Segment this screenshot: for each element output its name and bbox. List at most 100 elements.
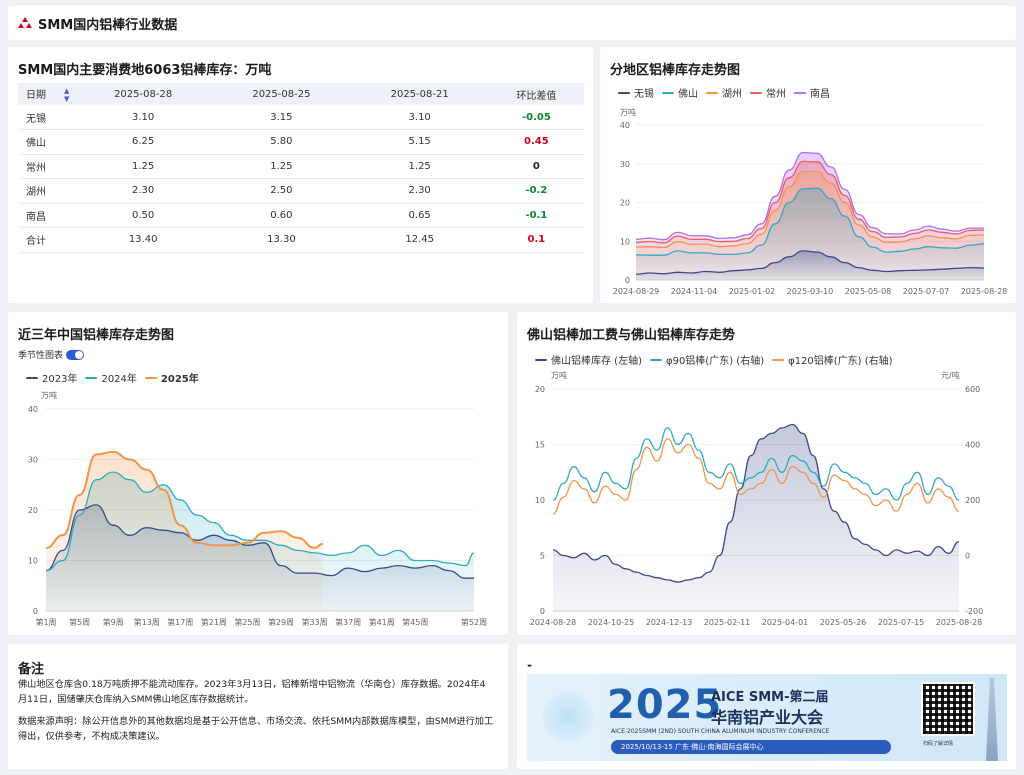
legend-item[interactable]: 2025年: [144, 370, 199, 385]
inventory-table: 日期 ▲ ▼ 2025-08-28 2025-08-25 2025-08-21 环比…: [18, 83, 584, 253]
leaf-decoration-icon: [543, 692, 593, 742]
legend-item[interactable]: 2024年: [85, 370, 137, 385]
ad-banner-card: - 2025 AICE SMM-第二届 华南铝产业大会 AICE-2025SMM…: [517, 644, 1016, 769]
series-area: [553, 424, 959, 611]
column-header: 2025-08-28: [74, 83, 213, 105]
legend-item[interactable]: 佛山铝棒库存 (左轴): [535, 352, 642, 367]
foshan-chart-card: 佛山铝棒加工费与佛山铝棒库存走势 佛山铝棒库存 (左轴) φ90铝棒(广东) (右…: [517, 312, 1016, 635]
table-row: 南昌 0.50 0.60 0.65 -0.1: [18, 203, 584, 228]
legend-label: 2025年: [160, 374, 199, 385]
legend-item[interactable]: 佛山: [662, 85, 698, 100]
legend-label: 2024年: [101, 374, 137, 385]
page-title: SMM国内铝棒行业数据: [38, 17, 178, 33]
table-cell: 0.65: [350, 203, 489, 228]
y-axis-unit: 万吨: [551, 370, 567, 380]
x-tick-label: 2024-12-13: [646, 618, 693, 627]
table-cell: 3.10: [74, 105, 213, 130]
change-cell: 0.45: [488, 129, 584, 155]
y-axis-unit: 万吨: [41, 390, 57, 400]
x-tick-label: 2025-01-02: [729, 287, 776, 296]
column-header[interactable]: 日期 ▲ ▼: [18, 83, 74, 105]
canton-tower-icon: [986, 678, 998, 761]
data-source-paragraph: 数据来源声明：除公开信息外的其他数据均是基于公开信息、市场交流、依托SMM内部数…: [18, 716, 494, 742]
series-line: [552, 438, 960, 515]
legend-item[interactable]: 南昌: [794, 85, 830, 100]
notes-paragraph: 佛山地区仓库含0.18万吨质押不能流动库存。2023年3月13日，铝棒新增中铝物…: [18, 679, 486, 705]
x-tick-label: 2025-08-28: [961, 287, 1008, 296]
legend-label: 佛山: [678, 89, 698, 100]
row-label: 南昌: [18, 203, 74, 228]
y-tick-label: 10: [620, 237, 630, 246]
x-tick-label: 2025-05-26: [820, 618, 867, 627]
change-cell: -0.05: [488, 105, 584, 130]
x-tick-label: 2024-08-28: [530, 618, 577, 627]
y-tick-label: 30: [620, 160, 630, 169]
legend-label: φ90铝棒(广东) (右轴): [665, 356, 765, 367]
x-tick-label: 2025-08-28: [936, 618, 983, 627]
conference-banner[interactable]: 2025 AICE SMM-第二届 华南铝产业大会 AICE-2025SMM (…: [527, 674, 1007, 761]
x-tick-label: 第41周: [369, 617, 395, 627]
x-tick-label: 第25周: [234, 617, 260, 627]
notes-title: 备注: [18, 662, 45, 677]
y-tick-label: 20: [620, 199, 630, 208]
legend-swatch-icon: [794, 91, 806, 94]
y-tick-label: 40: [620, 121, 630, 130]
banner-line4: 2025/10/13-15 广东·佛山·南海国际会展中心: [611, 740, 891, 754]
banner-line2: 华南铝产业大会: [711, 708, 824, 727]
y-tick-label: 0: [540, 607, 545, 616]
column-header: 环比差值: [488, 83, 584, 105]
qr-caption: 扫码了解详情: [923, 741, 954, 747]
legend-label: 2023年: [42, 374, 78, 385]
table-cell: 12.45: [350, 227, 489, 253]
y-axis-unit: 万吨: [620, 107, 636, 117]
y2-axis-unit: 元/吨: [941, 370, 960, 380]
x-tick-label: 第37周: [335, 617, 361, 627]
seasonal-chart: 万吨 0 10 20 30 40 第1周 第5周 第9周 第13周 第17周 第21周 第25周 第29周…: [28, 390, 487, 627]
y-tick-label: 5: [540, 552, 545, 561]
change-cell: 0.1: [488, 227, 584, 253]
chart-title: 佛山铝棒加工费与佛山铝棒库存走势: [527, 328, 736, 343]
change-cell: -0.2: [488, 178, 584, 204]
x-tick-label: 第21周: [201, 617, 227, 627]
legend-item[interactable]: φ90铝棒(广东) (右轴): [649, 352, 765, 367]
legend-label: 常州: [766, 89, 786, 100]
seasonal-toggle[interactable]: [66, 349, 85, 360]
legend-item[interactable]: 常州: [750, 85, 786, 100]
y-tick-label: 10: [28, 557, 38, 566]
y-tick-label: 0: [33, 607, 38, 616]
table-header-row: 日期 ▲ ▼ 2025-08-28 2025-08-25 2025-08-21 环比…: [18, 83, 584, 105]
x-tick-label: 第5周: [69, 617, 90, 627]
y-tick-label: 10: [535, 496, 545, 505]
series-line: [635, 250, 985, 275]
y-tick-label: 20: [535, 385, 545, 394]
table-title: SMM国内主要消费地6063铝棒库存：万吨: [18, 63, 272, 78]
table-cell: 1.25: [74, 154, 213, 179]
legend-item[interactable]: 2023年: [26, 370, 77, 385]
area-佛山: [636, 188, 984, 280]
notes-card: 备注 佛山地区仓库含0.18万吨质押不能流动库存。2023年3月13日，铝棒新增…: [8, 644, 508, 769]
qr-code-icon[interactable]: [921, 682, 975, 736]
legend-item[interactable]: φ120铝棒(广东) (右轴): [772, 352, 893, 367]
series-line: [552, 427, 960, 501]
legend-swatch-icon: [85, 376, 98, 379]
series-line: [635, 187, 985, 256]
page-header: SMM国内铝棒行业数据: [8, 6, 1016, 40]
legend-item[interactable]: 无锡: [618, 85, 654, 100]
legend-label: 南昌: [810, 89, 830, 100]
x-tick-label: 第13周: [134, 617, 160, 627]
column-header: 2025-08-21: [350, 83, 489, 105]
sort-icon[interactable]: ▲ ▼: [64, 86, 70, 103]
row-label: 无锡: [18, 105, 74, 130]
series-area: [46, 451, 323, 611]
series-line: [45, 450, 324, 549]
change-cell: -0.1: [488, 203, 584, 228]
table-row: 合计 13.40 13.30 12.45 0.1: [18, 227, 584, 253]
legend-item[interactable]: 湖州: [706, 85, 742, 100]
x-tick-label: 第45周: [402, 617, 428, 627]
row-label: 湖州: [18, 178, 74, 204]
table-cell: 1.25: [350, 154, 489, 179]
table-cell: 0.60: [212, 203, 351, 228]
x-tick-label: 2024-08-29: [613, 287, 660, 296]
inventory-table-card: SMM国内主要消费地6063铝棒库存：万吨 日期 ▲ ▼ 2025-08-28 20…: [8, 47, 593, 303]
banner-dash: -: [527, 658, 532, 672]
